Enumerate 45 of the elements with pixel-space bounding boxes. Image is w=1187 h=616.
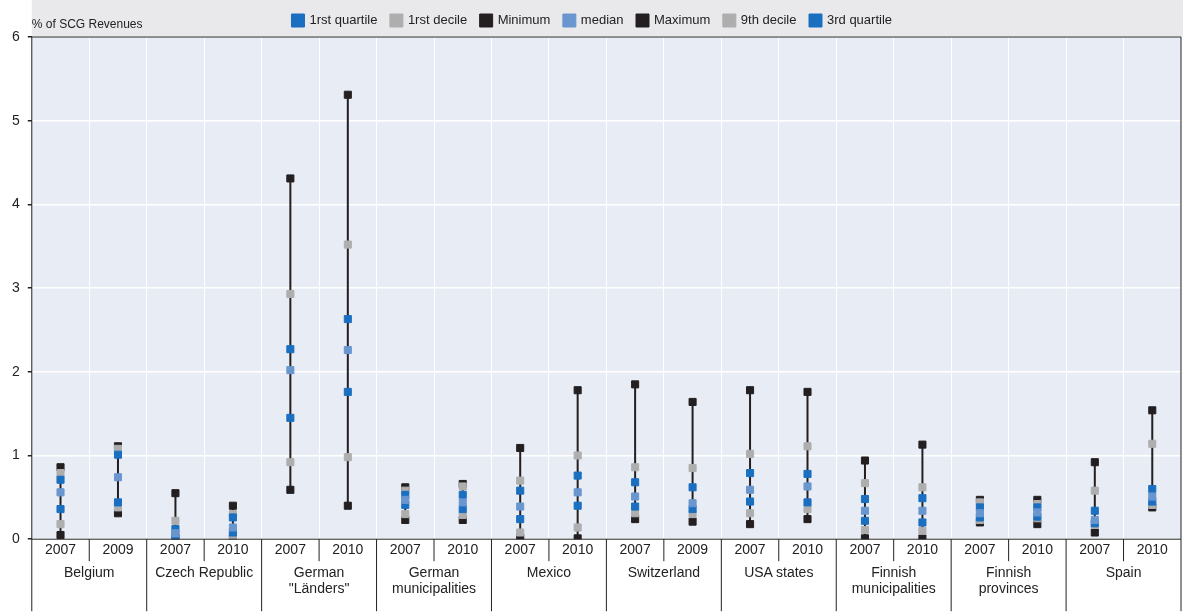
x-tick-label: 2010 [332,541,364,558]
x-tick-label: 2007 [849,541,881,558]
x-tick-label: 2010 [906,541,939,558]
legend-label: Maximum [654,12,711,28]
x-tick-label: 2007 [504,541,536,558]
text: Belgium [63,564,115,581]
y-tick-label: 6 [11,27,20,44]
text: German "Länders" [288,564,350,597]
y-tick-label: 3 [11,278,20,295]
legend-label: Minimum [497,12,551,28]
legend-label: 1rst quartile [309,12,378,28]
x-tick-label: 2007 [274,541,307,558]
text: Spain [1105,564,1142,581]
x-tick-label: 2007 [964,541,996,558]
x-tick-label: 2007 [159,541,192,558]
text: Switzerland [627,564,701,581]
x-tick-label: 2007 [619,541,651,558]
x-tick-label: 2010 [791,541,824,558]
text: German municipalities [391,564,477,597]
x-tick-label: 2010 [447,541,479,558]
x-tick-label: 2010 [1136,541,1169,558]
legend-label: 3rd quartile [826,12,893,28]
y-axis-title: % of SCG Revenues [31,17,143,32]
y-tick-label: 4 [11,195,20,212]
y-tick-label: 0 [11,530,20,547]
text: Mexico [526,564,572,581]
x-tick-label: 2009 [102,541,134,558]
text: USA states [744,564,814,581]
text: Finnish provinces [978,564,1039,597]
x-tick-label: 2007 [44,541,77,558]
y-tick-label: 2 [11,362,20,379]
legend-label: 9th decile [740,12,797,28]
text: Finnish municipalities [851,564,936,597]
x-tick-label: 2010 [1021,541,1054,558]
legend-label: 1rst decile [407,12,468,28]
legend-label: median [580,12,624,28]
y-tick-label: 5 [11,111,20,128]
x-tick-label: 2009 [677,541,709,558]
x-tick-label: 2010 [217,541,249,558]
x-tick-label: 2007 [1079,541,1111,558]
x-tick-label: 2007 [734,541,766,558]
x-tick-label: 2010 [562,541,594,558]
y-tick-label: 1 [11,446,20,463]
x-tick-label: 2007 [389,541,422,558]
text: Czech Republic [155,564,254,581]
